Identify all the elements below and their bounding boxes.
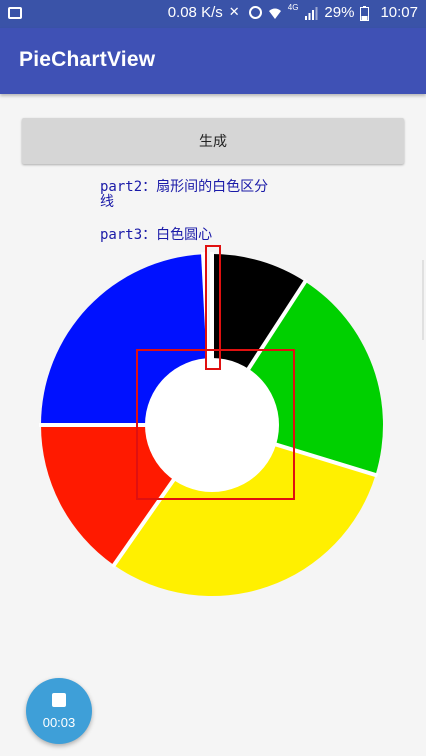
pie-slice-yellow [113,425,376,596]
mute-icon [229,4,243,20]
status-bar: 0.08 K/s 4G 29% 10:07 [0,0,426,28]
part2-label: part2：扇形间的白色区分线 [100,179,269,210]
app-title: PieChartView [19,48,156,71]
alarm-icon [248,6,262,19]
clock: 10:07 [380,4,418,21]
generate-button[interactable]: 生成 [22,118,404,164]
signal-icon [304,6,318,20]
network-type: 4G [287,3,299,12]
scrollbar-edge [422,260,424,340]
divider-highlight-box [205,245,221,370]
battery-percent: 29% [324,4,355,21]
screenshot-icon [8,7,22,19]
wifi-icon [268,6,282,20]
app-bar: PieChartView [0,28,426,94]
record-stop-button[interactable]: 00:03 [26,678,92,744]
part3-label: part3：白色圆心 [100,227,213,243]
stop-icon [52,693,66,707]
pie-chart [39,245,383,596]
status-right: 0.08 K/s 4G 29% 10:07 [167,3,418,21]
network-speed: 0.08 K/s [167,4,223,21]
center-highlight-box [136,349,295,500]
record-timer: 00:03 [42,715,76,730]
battery-icon [360,5,374,21]
pie-center-hole [145,358,279,492]
